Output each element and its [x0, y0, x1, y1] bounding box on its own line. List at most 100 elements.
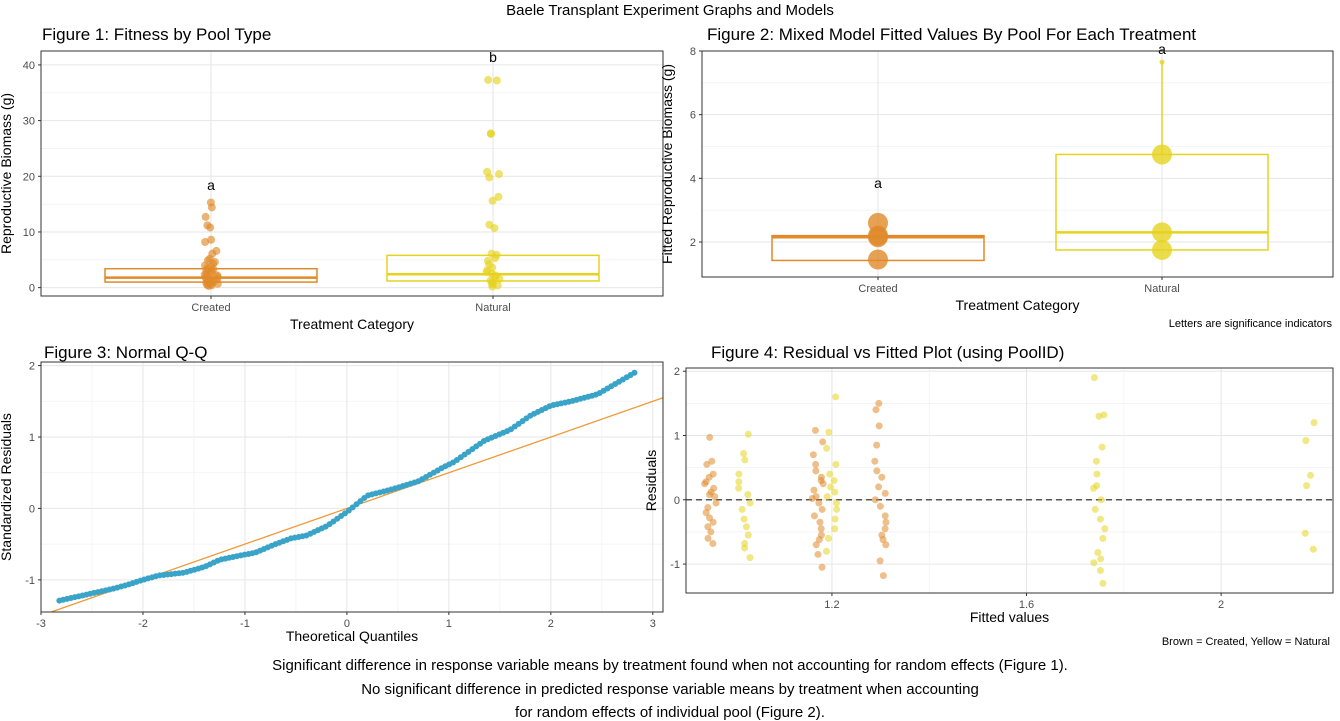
x-axis-label: Treatment Category	[290, 316, 414, 332]
data-point	[492, 76, 501, 85]
residual-point	[706, 433, 714, 441]
residual-point	[742, 523, 750, 531]
residual-point	[712, 499, 720, 507]
y-tick-label: -1	[25, 575, 35, 587]
y-axis-label: Standardized Residuals	[0, 413, 14, 561]
footer-line-1: Significant difference in response varia…	[272, 657, 1068, 674]
residual-point	[879, 536, 887, 544]
residual-point	[1309, 545, 1317, 553]
residual-point	[744, 531, 752, 539]
residual-point	[735, 478, 743, 486]
x-tick-label: Created	[858, 283, 897, 295]
residual-point	[871, 496, 879, 504]
residual-point	[818, 563, 826, 571]
plot-border	[40, 361, 664, 613]
residual-point	[809, 451, 817, 459]
data-point	[486, 129, 495, 138]
data-point	[1152, 222, 1172, 243]
residual-point	[876, 502, 884, 510]
data-point	[213, 279, 222, 288]
residual-point	[1090, 484, 1098, 492]
residual-point	[831, 525, 839, 533]
significance-letter: a	[874, 175, 882, 191]
y-tick-label: 0	[29, 503, 35, 515]
residual-point	[738, 505, 746, 513]
x-axis-label: Theoretical Quantiles	[286, 628, 418, 644]
data-point	[494, 170, 503, 179]
data-point	[868, 227, 888, 248]
data-point	[490, 224, 499, 233]
footer-line-2: No significant difference in predicted r…	[361, 681, 979, 698]
significance-letter: a	[1158, 41, 1166, 57]
residual-point	[881, 512, 889, 520]
residual-point	[826, 470, 834, 478]
residual-point	[882, 518, 890, 526]
residual-point	[709, 470, 717, 478]
residual-point	[1092, 457, 1100, 465]
residual-point	[875, 483, 883, 491]
residual-point	[1310, 419, 1318, 427]
data-point	[491, 254, 500, 263]
residual-point	[1093, 470, 1101, 478]
y-tick-label: 10	[23, 227, 35, 239]
residual-point	[882, 541, 890, 549]
y-tick-label: 2	[29, 361, 35, 373]
residual-point	[810, 512, 818, 520]
residual-point	[1301, 529, 1309, 537]
plot-border	[685, 367, 1334, 594]
residual-point	[1095, 412, 1103, 420]
residual-point	[822, 547, 830, 555]
residual-point	[1099, 579, 1107, 587]
residual-point	[1099, 534, 1107, 542]
residual-point	[709, 540, 717, 547]
data-point	[488, 282, 497, 291]
data-point	[204, 281, 213, 290]
residual-point	[814, 550, 822, 558]
y-tick-label: 30	[23, 116, 35, 128]
residual-point	[707, 528, 715, 536]
x-axis-label: Treatment Category	[956, 297, 1080, 313]
residual-point	[825, 428, 833, 436]
plot-border	[701, 50, 1334, 278]
residual-point	[735, 470, 743, 478]
y-tick-label: 8	[690, 46, 696, 58]
data-point	[485, 173, 494, 182]
data-point	[868, 249, 888, 270]
x-tick-label: -3	[36, 618, 46, 630]
y-tick-label: 40	[23, 60, 35, 72]
figure-2-caption: Letters are significance indicators	[1168, 318, 1332, 330]
residual-point	[873, 467, 881, 475]
residual-point	[818, 505, 826, 513]
residual-point	[746, 554, 754, 562]
figure-4-caption: Brown = Created, Yellow = Natural	[1161, 636, 1330, 648]
residual-point	[871, 457, 879, 465]
residual-point	[744, 430, 752, 438]
residual-point	[1097, 496, 1105, 504]
residual-point	[702, 509, 710, 517]
residual-point	[1303, 482, 1311, 490]
residual-point	[873, 441, 881, 449]
data-point	[495, 274, 504, 283]
residual-point	[740, 450, 748, 457]
x-tick-label: 1.6	[1019, 599, 1034, 611]
x-tick-label: 2	[1218, 599, 1224, 611]
data-point	[1152, 144, 1172, 165]
residual-point	[1096, 515, 1104, 523]
residual-point	[1097, 555, 1105, 563]
residual-point	[735, 484, 743, 492]
residual-point	[824, 534, 832, 542]
residual-point	[811, 426, 819, 434]
residual-point	[708, 457, 716, 465]
residual-point	[875, 399, 883, 407]
data-point	[201, 212, 210, 221]
residual-point	[746, 499, 754, 507]
residual-point	[878, 473, 886, 481]
residual-point	[1307, 471, 1315, 479]
x-tick-label: 0	[344, 618, 350, 630]
residual-point	[881, 525, 889, 533]
residual-point	[823, 493, 831, 501]
data-point	[484, 75, 493, 84]
residual-point	[741, 456, 749, 464]
